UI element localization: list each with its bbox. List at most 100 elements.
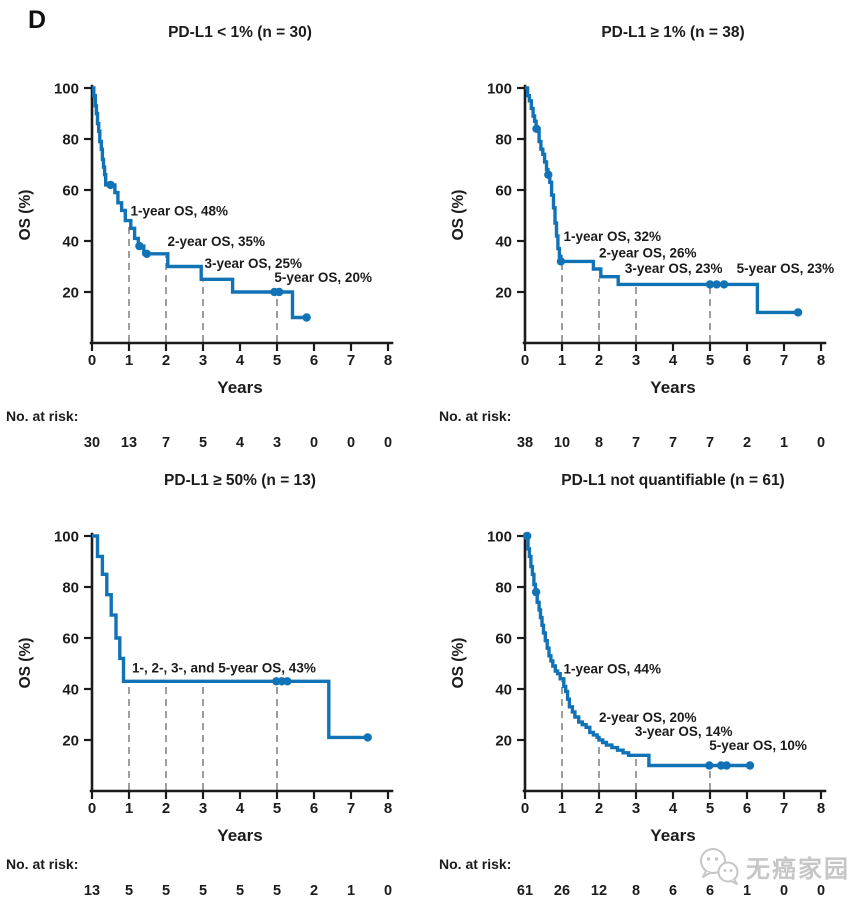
x-tick-label: 0: [88, 800, 96, 817]
risk-count: 5: [236, 883, 244, 899]
risk-count: 2: [310, 883, 318, 899]
risk-count: 5: [199, 435, 207, 451]
censor-mark: [532, 124, 541, 133]
risk-count: 0: [780, 883, 788, 899]
risk-count: 0: [817, 883, 825, 899]
censor-mark: [722, 761, 731, 770]
risk-count: 10: [554, 435, 570, 451]
risk-count: 30: [84, 435, 100, 451]
y-tick-label: 100: [54, 529, 79, 546]
panel-title: PD-L1 ≥ 50% (n = 13): [164, 472, 316, 489]
x-tick-label: 0: [521, 800, 529, 817]
panel-4: PD-L1 not quantifiable (n = 61) 20 40 60 80 1…: [433, 455, 863, 901]
risk-count: 4: [236, 435, 244, 451]
risk-count: 1: [743, 883, 751, 899]
risk-count: 13: [84, 883, 100, 899]
x-axis-label: Years: [650, 378, 695, 397]
panel-2: PD-L1 ≥ 1% (n = 38) 20 40 60 80 100 0 1 2 3 4 5 6 7 8 Y…: [433, 7, 863, 453]
x-tick-label: 5: [706, 352, 714, 369]
os-annotation: 2-year OS, 20%: [599, 710, 697, 725]
os-annotation: 1-, 2-, 3-, and 5-year OS, 43%: [132, 660, 316, 675]
risk-count: 0: [817, 435, 825, 451]
panel-title: PD-L1 not quantifiable (n = 61): [561, 472, 784, 489]
x-tick-label: 2: [162, 352, 170, 369]
y-tick-label: 80: [62, 580, 79, 597]
risk-count: 1: [780, 435, 788, 451]
y-tick-label: 100: [54, 81, 79, 98]
x-tick-label: 1: [125, 352, 133, 369]
risk-label: No. at risk:: [439, 856, 511, 872]
risk-label: No. at risk:: [6, 856, 78, 872]
y-tick-label: 40: [495, 682, 512, 699]
x-tick-label: 5: [273, 352, 281, 369]
risk-count: 8: [595, 435, 603, 451]
censor-mark: [745, 761, 755, 770]
x-tick-label: 3: [632, 800, 640, 817]
x-tick-label: 6: [310, 352, 318, 369]
y-tick-label: 80: [495, 580, 512, 597]
os-annotation: 5-year OS, 23%: [737, 261, 835, 276]
x-tick-label: 1: [558, 352, 566, 369]
x-axis-label: Years: [217, 378, 262, 397]
y-tick-label: 40: [62, 234, 79, 251]
censor-mark: [283, 677, 292, 686]
y-tick-label: 100: [487, 529, 512, 546]
risk-count: 61: [517, 883, 533, 899]
risk-count: 13: [121, 435, 137, 451]
x-tick-label: 8: [384, 800, 392, 817]
y-axis-label: OS (%): [450, 190, 467, 241]
km-curve: [92, 86, 307, 320]
risk-count: 26: [554, 883, 570, 899]
x-tick-label: 3: [199, 800, 207, 817]
y-tick-label: 60: [495, 183, 512, 200]
risk-count: 5: [199, 883, 207, 899]
risk-count: 7: [669, 435, 677, 451]
x-tick-label: 5: [706, 800, 714, 817]
x-tick-label: 0: [521, 352, 529, 369]
risk-count: 5: [125, 883, 133, 899]
censor-mark: [705, 761, 714, 770]
risk-count: 12: [591, 883, 607, 899]
os-annotation: 1-year OS, 44%: [564, 662, 662, 677]
y-tick-label: 60: [62, 631, 79, 648]
risk-label: No. at risk:: [6, 408, 78, 424]
y-tick-label: 40: [495, 234, 512, 251]
risk-count: 0: [384, 883, 392, 899]
risk-count: 5: [273, 883, 281, 899]
x-tick-label: 7: [347, 352, 355, 369]
risk-count: 0: [310, 435, 318, 451]
censor-mark: [302, 313, 311, 322]
risk-count: 8: [632, 883, 640, 899]
y-tick-label: 100: [487, 81, 512, 98]
risk-count: 7: [632, 435, 640, 451]
censor-mark: [544, 170, 553, 179]
risk-count: 7: [706, 435, 714, 451]
panel-3: PD-L1 ≥ 50% (n = 13) 20 40 60 80 100 0 1 2 3 4 5 6 7 8…: [0, 455, 430, 901]
risk-count: 3: [273, 435, 281, 451]
os-annotation: 3-year OS, 14%: [635, 724, 733, 739]
km-chart: PD-L1 not quantifiable (n = 61)204060801…: [439, 472, 827, 899]
x-axis-label: Years: [217, 826, 262, 845]
x-tick-label: 4: [236, 352, 245, 369]
censor-mark: [531, 587, 541, 597]
risk-count: 2: [743, 435, 751, 451]
x-tick-label: 2: [162, 800, 170, 817]
x-tick-label: 4: [669, 800, 678, 817]
risk-count: 0: [347, 435, 355, 451]
x-tick-label: 6: [743, 800, 751, 817]
risk-count: 5: [162, 883, 170, 899]
censor-mark: [106, 180, 115, 190]
censor-mark: [275, 287, 284, 297]
y-tick-label: 20: [495, 285, 512, 302]
risk-count: 6: [669, 883, 677, 899]
risk-label: No. at risk:: [439, 408, 511, 424]
censor-mark: [705, 280, 715, 289]
x-tick-label: 6: [310, 800, 318, 817]
risk-count: 7: [162, 435, 170, 451]
risk-count: 38: [517, 435, 533, 451]
x-tick-label: 2: [595, 352, 603, 369]
censor-mark: [135, 241, 144, 251]
censor-mark: [142, 249, 151, 258]
